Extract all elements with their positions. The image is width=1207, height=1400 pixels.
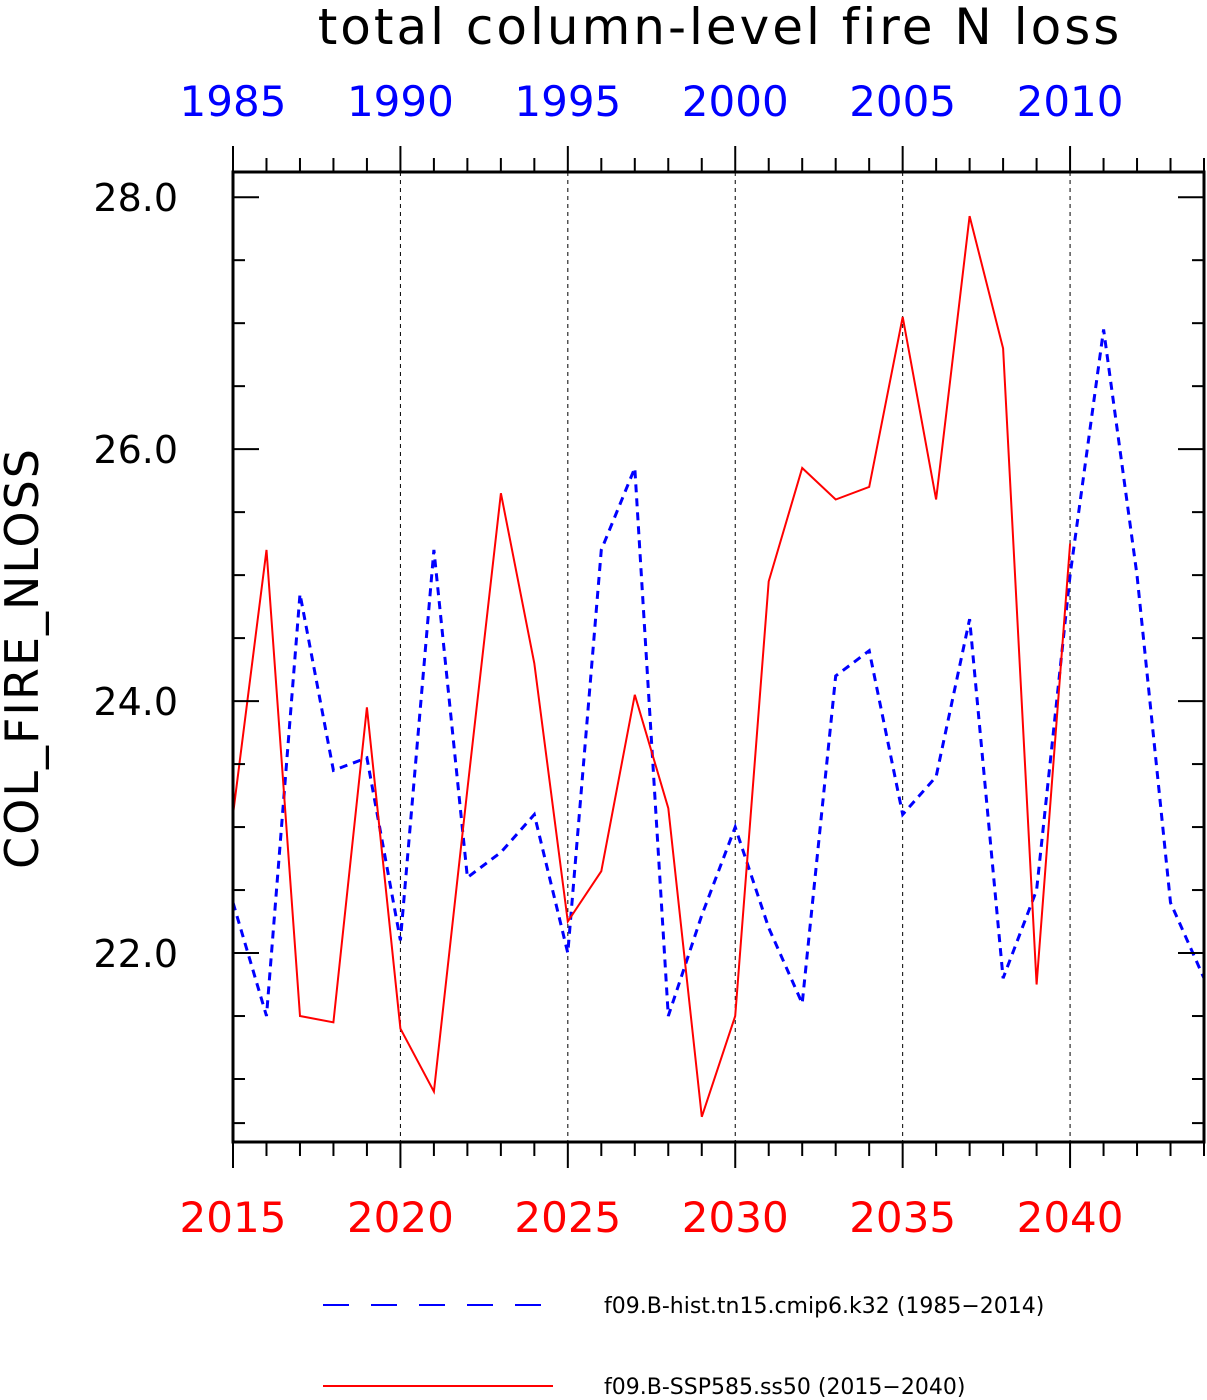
x-bottom-tick-label: 2030 — [682, 1193, 789, 1242]
x-top-tick-label: 2000 — [682, 77, 789, 126]
y-tick-label: 26.0 — [93, 428, 178, 472]
series-line-hist — [233, 329, 1204, 1017]
y-axis-label: COL_FIRE_NLOSS — [0, 447, 49, 869]
legend-label-ssp: f09.B-SSP585.ss50 (2015−2040) — [604, 1375, 965, 1400]
legend-label-hist: f09.B-hist.tn15.cmip6.k32 (1985−2014) — [604, 1294, 1044, 1319]
x-top-tick-label: 1985 — [180, 77, 287, 126]
plot-frame — [231, 170, 1206, 1144]
chart-title: total column-level fire N loss — [318, 0, 1123, 56]
y-tick-label: 22.0 — [93, 932, 178, 976]
x-top-tick-label: 1995 — [514, 77, 621, 126]
x-bottom-tick-label: 2035 — [849, 1193, 956, 1242]
y-tick-label: 28.0 — [93, 176, 178, 220]
x-bottom-tick-label: 2025 — [514, 1193, 621, 1242]
x-bottom-tick-label: 2040 — [1017, 1193, 1124, 1242]
x-bottom-tick-label: 2015 — [180, 1193, 287, 1242]
x-top-tick-label: 2005 — [849, 77, 956, 126]
legend: f09.B-hist.tn15.cmip6.k32 (1985−2014) f0… — [323, 1294, 1044, 1400]
y-tick-label: 24.0 — [93, 680, 178, 724]
series-layer — [233, 215, 1204, 1118]
axes: 22.0 24.0 26.0 28.0 2015 2020 2025 2030 2035 2040… — [93, 77, 1205, 1242]
series-line-ssp — [233, 215, 1072, 1118]
x-top-tick-label: 1990 — [347, 77, 454, 126]
grid-lines — [399, 172, 1071, 1142]
x-bottom-tick-label: 2020 — [347, 1193, 454, 1242]
x-top-tick-label: 2010 — [1017, 77, 1124, 126]
